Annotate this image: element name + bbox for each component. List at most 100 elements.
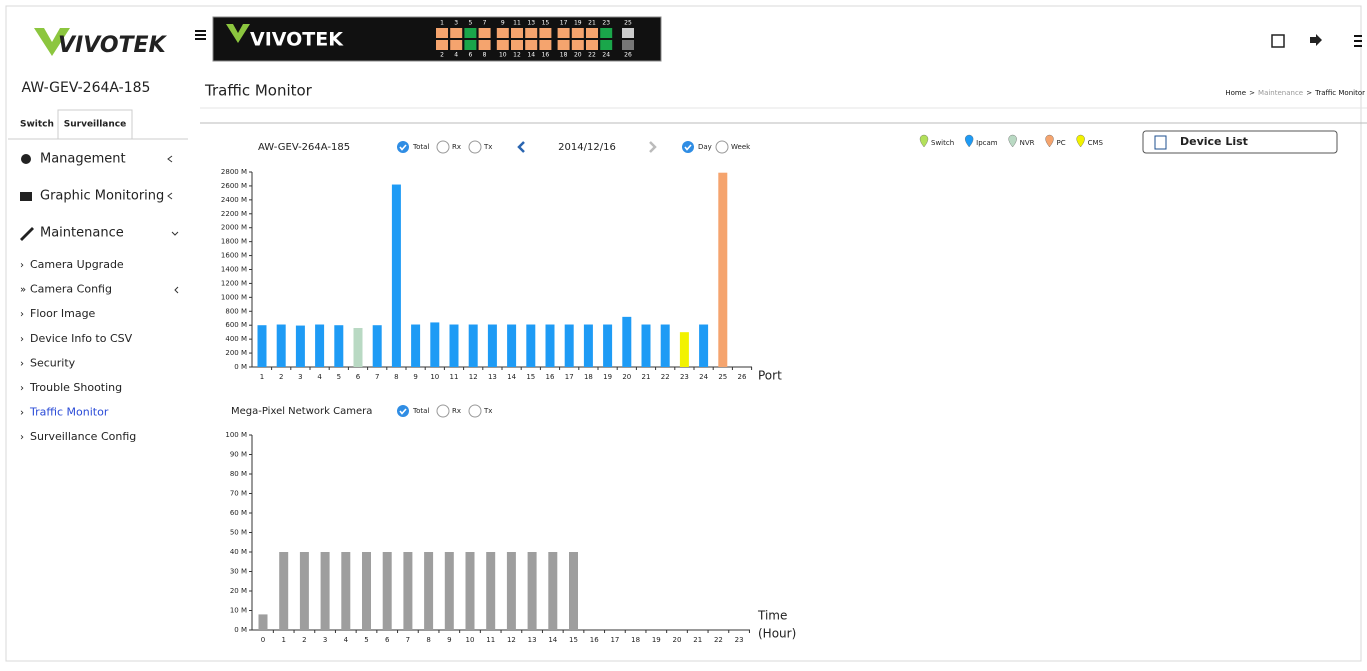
next-arrow[interactable]	[649, 141, 657, 153]
legend-marker	[919, 134, 929, 148]
submenu-item[interactable]: Security	[30, 356, 76, 369]
port-number: 13	[527, 20, 535, 27]
hamburger[interactable]	[195, 30, 206, 40]
option-label[interactable]: Rx	[452, 143, 461, 151]
tab[interactable]: Surveillance	[64, 120, 126, 130]
checkmark	[684, 144, 692, 151]
x-tick-label: 3	[298, 373, 302, 381]
x-tick-label: 19	[652, 636, 661, 644]
radio[interactable]	[436, 140, 450, 154]
x-tick-label: 10	[466, 636, 475, 644]
x-axis-label: Port	[758, 369, 782, 383]
submenu-item[interactable]: Camera Upgrade	[30, 258, 124, 271]
bar	[258, 614, 268, 630]
radio[interactable]	[468, 404, 482, 418]
radio[interactable]	[715, 140, 729, 154]
bar	[449, 324, 459, 367]
legend-marker	[1045, 134, 1054, 148]
panel-logo-mark	[226, 24, 250, 43]
submenu-item[interactable]: Surveillance Config	[30, 430, 136, 443]
icon-wrench	[20, 227, 34, 241]
device-list-label[interactable]: Device List	[1180, 135, 1248, 148]
port	[571, 28, 584, 38]
port-number: 26	[624, 52, 632, 59]
menu-item[interactable]: Maintenance	[40, 226, 124, 241]
logo-text: VIVOTEK	[58, 33, 168, 58]
legend-marker	[964, 134, 974, 148]
period-label[interactable]: Day	[698, 143, 712, 151]
bar	[341, 552, 351, 630]
menu-item[interactable]: Management	[40, 152, 126, 167]
checkbox-checked[interactable]	[397, 141, 409, 153]
port-number: 19	[574, 20, 582, 27]
x-tick-label: 1	[281, 636, 285, 644]
bar	[507, 324, 517, 367]
option-label[interactable]: Total	[412, 407, 429, 415]
x-tick-label: 18	[631, 636, 640, 644]
menu-item[interactable]: Graphic Monitoring	[40, 189, 164, 204]
option-label[interactable]: Rx	[452, 407, 461, 415]
checkbox-checked[interactable]	[397, 405, 409, 417]
radio[interactable]	[436, 404, 450, 418]
port-panel	[212, 16, 662, 62]
logo: VIVOTEK	[34, 28, 168, 58]
option-label[interactable]: Tx	[483, 143, 492, 151]
x-tick-label: 16	[590, 636, 599, 644]
port	[464, 28, 477, 38]
menu-icon[interactable]	[1354, 35, 1362, 47]
checkbox-checked[interactable]	[682, 141, 694, 153]
device-list-button[interactable]	[1142, 130, 1338, 154]
y-tick-label: 1000 M	[221, 293, 247, 301]
x-tick-label: 2	[302, 636, 306, 644]
submenu-item[interactable]: Trouble Shooting	[29, 381, 122, 394]
x-tick-label: 14	[548, 636, 557, 644]
x-tick-label: 23	[680, 373, 689, 381]
x-tick-label: 10	[430, 373, 439, 381]
option-label[interactable]: Tx	[483, 407, 492, 415]
x-tick-label: 22	[661, 373, 670, 381]
y-tick-label: 2000 M	[221, 224, 247, 232]
submenu-arrow: ›	[20, 358, 24, 369]
y-tick-label: 800 M	[225, 307, 247, 315]
breadcrumb-item[interactable]: Home	[1225, 89, 1246, 97]
submenu-item[interactable]: Floor Image	[30, 307, 96, 320]
list-icon	[1154, 135, 1167, 150]
device-name: AW-GEV-264A-185	[22, 80, 151, 96]
port	[436, 28, 448, 38]
x-tick-label: 12	[469, 373, 478, 381]
save-icon[interactable]	[1271, 34, 1285, 48]
bar	[362, 552, 371, 630]
frame	[5, 5, 1362, 662]
chevron	[167, 155, 173, 163]
breadcrumb-sep: >	[1306, 89, 1312, 97]
prev-arrow[interactable]	[517, 141, 525, 153]
bar	[641, 324, 651, 367]
x-tick-label: 22	[714, 636, 723, 644]
submenu-item[interactable]: Camera Config	[30, 283, 112, 296]
port-number: 12	[513, 52, 521, 59]
port-number: 3	[454, 20, 458, 27]
option-label[interactable]: Total	[412, 143, 429, 151]
port-number: 15	[542, 20, 550, 27]
bar	[465, 552, 475, 630]
tab[interactable]: Switch	[20, 120, 54, 130]
y-tick-label: 70 M	[230, 490, 247, 498]
breadcrumb-item[interactable]: Maintenance	[1258, 89, 1303, 97]
port	[622, 40, 634, 50]
x-tick-label: 19	[603, 373, 612, 381]
y-tick-label: 40 M	[230, 548, 247, 556]
bar	[372, 325, 382, 367]
logout-icon[interactable]	[1310, 34, 1322, 46]
x-tick-label: 17	[565, 373, 574, 381]
bar	[391, 184, 401, 367]
period-label[interactable]: Week	[731, 143, 751, 151]
bar	[334, 325, 344, 367]
radio[interactable]	[468, 140, 482, 154]
port-number: 4	[454, 52, 458, 59]
port-number: 22	[588, 52, 596, 59]
port	[511, 28, 523, 38]
port-number: 25	[624, 20, 632, 27]
submenu-item[interactable]: Traffic Monitor	[29, 406, 109, 419]
submenu-item[interactable]: Device Info to CSV	[30, 332, 133, 345]
